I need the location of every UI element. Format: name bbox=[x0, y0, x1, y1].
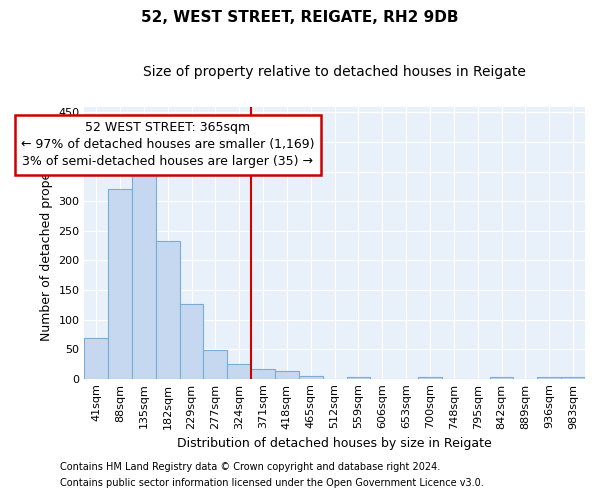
Title: Size of property relative to detached houses in Reigate: Size of property relative to detached ho… bbox=[143, 65, 526, 79]
X-axis label: Distribution of detached houses by size in Reigate: Distribution of detached houses by size … bbox=[177, 437, 492, 450]
Bar bbox=[156, 241, 179, 378]
Text: 52 WEST STREET: 365sqm
← 97% of detached houses are smaller (1,169)
3% of semi-d: 52 WEST STREET: 365sqm ← 97% of detached… bbox=[21, 122, 314, 168]
Bar bbox=[108, 190, 132, 378]
Text: 52, WEST STREET, REIGATE, RH2 9DB: 52, WEST STREET, REIGATE, RH2 9DB bbox=[141, 10, 459, 25]
Bar bbox=[203, 350, 227, 378]
Bar bbox=[84, 338, 108, 378]
Bar bbox=[227, 364, 251, 378]
Bar bbox=[251, 369, 275, 378]
Bar bbox=[132, 167, 156, 378]
Text: Contains HM Land Registry data © Crown copyright and database right 2024.: Contains HM Land Registry data © Crown c… bbox=[60, 462, 440, 472]
Bar bbox=[275, 371, 299, 378]
Text: Contains public sector information licensed under the Open Government Licence v3: Contains public sector information licen… bbox=[60, 478, 484, 488]
Y-axis label: Number of detached properties: Number of detached properties bbox=[40, 144, 53, 341]
Bar bbox=[299, 376, 323, 378]
Bar bbox=[179, 304, 203, 378]
